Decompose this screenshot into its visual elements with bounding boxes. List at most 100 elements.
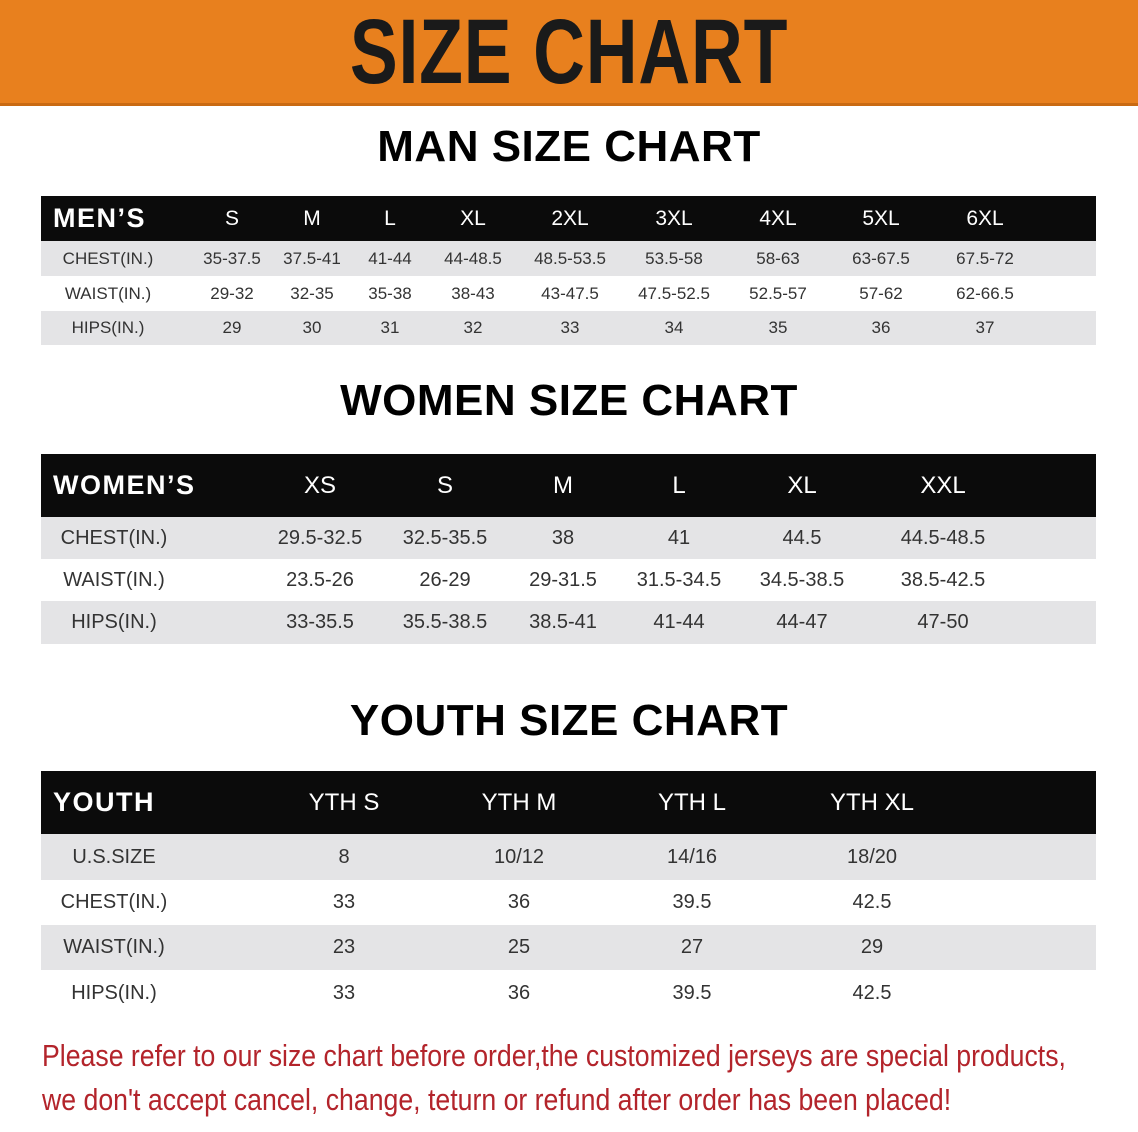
size-header: XL <box>460 206 486 230</box>
youth-table-header: YOUTH YTH S YTH M YTH L YTH XL <box>41 771 1096 834</box>
table-cell: 23.5-26 <box>286 568 354 591</box>
table-cell: 47.5-52.5 <box>638 283 710 303</box>
table-cell: 35.5-38.5 <box>402 611 488 633</box>
table-cell: 29-32 <box>210 283 254 303</box>
table-cell: 38.5-42.5 <box>900 568 986 591</box>
table-cell: 52.5-57 <box>749 283 807 303</box>
size-header: 4XL <box>759 206 797 230</box>
row-label: WAIST(IN.) <box>64 283 152 303</box>
row-label: CHEST(IN.) <box>60 891 168 913</box>
table-cell: 33 <box>332 981 356 1004</box>
row-label: WAIST(IN.) <box>63 568 165 591</box>
table-row: WAIST(IN.) 23 25 27 29 <box>41 925 1096 970</box>
table-cell: 36 <box>871 318 891 337</box>
table-cell: 33 <box>332 891 356 913</box>
men-size-table: MEN’S S M L XL 2XL 3XL 4XL 5XL 6XL CHEST(IN.) 35-37… <box>41 196 1096 345</box>
page-title: SIZE CHART <box>349 1 789 103</box>
men-header-label: MEN’S <box>53 203 147 233</box>
table-cell: 41-44 <box>653 611 705 633</box>
size-header: M <box>303 206 321 230</box>
table-cell: 25 <box>507 936 531 958</box>
table-cell: 8 <box>338 845 350 868</box>
table-cell: 36 <box>507 891 531 913</box>
table-cell: 35 <box>768 318 788 337</box>
men-section-title: MAN SIZE CHART <box>377 122 761 171</box>
table-row: U.S.SIZE 8 10/12 14/16 18/20 <box>41 834 1096 880</box>
size-header: 3XL <box>655 206 693 230</box>
table-cell: 35-38 <box>368 283 412 303</box>
row-label: U.S.SIZE <box>72 845 156 868</box>
table-cell: 35-37.5 <box>203 248 261 268</box>
youth-header-label: YOUTH <box>53 787 155 817</box>
size-header: S <box>436 471 454 499</box>
table-cell: 29 <box>222 318 242 337</box>
women-table-header: WOMEN’S XS S M L XL XXL <box>41 454 1096 517</box>
row-label: WAIST(IN.) <box>63 936 165 958</box>
table-cell: 32.5-35.5 <box>402 526 488 549</box>
size-header: XS <box>303 471 337 499</box>
table-cell: 10/12 <box>493 845 545 868</box>
table-cell: 31.5-34.5 <box>636 568 722 591</box>
table-cell: 34 <box>664 318 684 337</box>
table-cell: 23 <box>332 936 356 958</box>
row-label: HIPS(IN.) <box>71 611 157 633</box>
table-cell: 58-63 <box>756 248 800 268</box>
table-cell: 41-44 <box>368 248 412 268</box>
size-header: YTH XL <box>829 788 915 816</box>
table-cell: 63-67.5 <box>852 248 910 268</box>
women-section-title: WOMEN SIZE CHART <box>340 376 798 425</box>
table-cell: 39.5 <box>672 981 712 1004</box>
table-cell: 29.5-32.5 <box>277 526 363 549</box>
size-header: 2XL <box>551 206 589 230</box>
size-header: YTH M <box>481 788 557 816</box>
row-label: HIPS(IN.) <box>71 318 145 337</box>
table-row: CHEST(IN.) 35-37.5 37.5-41 41-44 44-48.5 48.5… <box>41 241 1096 276</box>
table-cell: 44-47 <box>776 611 828 633</box>
table-cell: 26-29 <box>419 568 471 591</box>
table-cell: 33-35.5 <box>286 611 354 633</box>
table-cell: 38.5-41 <box>529 611 597 633</box>
table-cell: 39.5 <box>672 891 712 913</box>
youth-section-title: YOUTH SIZE CHART <box>349 696 789 745</box>
size-header: M <box>553 471 573 499</box>
table-cell: 37 <box>975 318 995 337</box>
row-label: CHEST(IN.) <box>62 248 154 268</box>
table-cell: 32 <box>463 318 483 337</box>
table-cell: 42.5 <box>852 891 892 913</box>
table-row: HIPS(IN.) 29 30 31 32 33 34 35 36 37 <box>41 311 1096 345</box>
size-header: XXL <box>920 471 966 499</box>
row-label: HIPS(IN.) <box>71 981 157 1004</box>
table-cell: 37.5-41 <box>283 248 341 268</box>
table-cell: 62-66.5 <box>956 283 1014 303</box>
table-cell: 67.5-72 <box>956 248 1014 268</box>
table-cell: 42.5 <box>852 981 892 1004</box>
youth-size-table: YOUTH YTH S YTH M YTH L YTH XL U.S.SIZE 8 10/12… <box>41 771 1096 1016</box>
table-cell: 29-31.5 <box>529 568 597 591</box>
table-cell: 31 <box>380 318 400 337</box>
table-row: WAIST(IN.) 23.5-26 26-29 29-31.5 31.5-34.5 34… <box>41 559 1096 601</box>
table-cell: 47-50 <box>917 611 969 633</box>
size-header: L <box>384 206 396 230</box>
table-cell: 30 <box>302 318 322 337</box>
table-cell: 43-47.5 <box>541 283 599 303</box>
size-header: YTH S <box>308 788 380 816</box>
women-header-label: WOMEN’S <box>53 470 196 500</box>
table-row: CHEST(IN.) 29.5-32.5 32.5-35.5 38 41 44.5 44.5… <box>41 517 1096 559</box>
table-row: WAIST(IN.) 29-32 32-35 35-38 38-43 43-47.5 47.… <box>41 276 1096 311</box>
table-cell: 48.5-53.5 <box>534 248 606 268</box>
table-cell: 53.5-58 <box>645 248 703 268</box>
title-banner: SIZE CHART <box>0 0 1138 106</box>
table-cell: 44.5 <box>782 526 822 549</box>
size-header: L <box>672 471 686 499</box>
table-row: HIPS(IN.) 33-35.5 35.5-38.5 38.5-41 41-44 44-… <box>41 601 1096 644</box>
size-header: 5XL <box>862 206 900 230</box>
women-size-table: WOMEN’S XS S M L XL XXL CHEST(IN.) 29.5-32.5 32.5… <box>41 454 1096 644</box>
table-cell: 41 <box>667 526 691 549</box>
table-cell: 32-35 <box>290 283 334 303</box>
table-cell: 33 <box>560 318 580 337</box>
size-header: S <box>224 206 240 230</box>
men-table-header: MEN’S S M L XL 2XL 3XL 4XL 5XL 6XL <box>41 196 1096 241</box>
size-header: 6XL <box>966 206 1004 230</box>
notice-line-2: we don't accept cancel, change, teturn o… <box>42 1082 952 1117</box>
table-row: CHEST(IN.) 33 36 39.5 42.5 <box>41 880 1096 925</box>
